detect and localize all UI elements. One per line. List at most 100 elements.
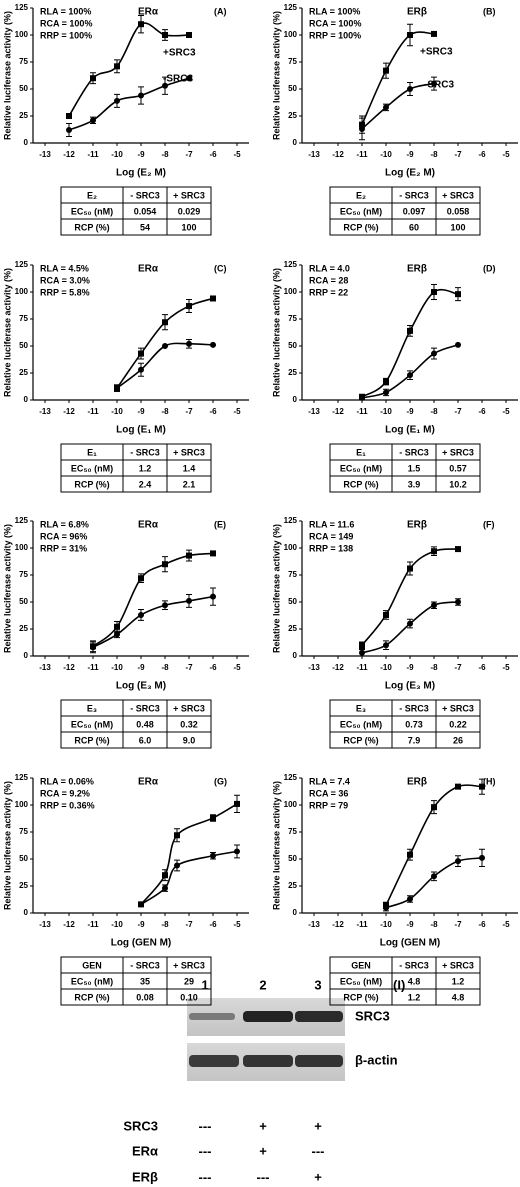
y-tick-label: 50 bbox=[288, 854, 297, 863]
table-cell: EC₅₀ (nM) bbox=[340, 719, 382, 729]
receptor-label: ERα bbox=[138, 7, 159, 18]
y-tick-label: 25 bbox=[19, 111, 28, 120]
table-cell: - SRC3 bbox=[399, 703, 429, 713]
table-cell: 0.097 bbox=[403, 206, 426, 216]
y-tick-label: 0 bbox=[293, 138, 298, 147]
data-point bbox=[455, 858, 461, 865]
stat-text: RCA = 28 bbox=[309, 275, 348, 285]
x-tick-label: -6 bbox=[209, 920, 217, 929]
x-tick-label: -9 bbox=[406, 150, 414, 159]
x-tick-label: -12 bbox=[63, 920, 75, 929]
table-cell: - SRC3 bbox=[399, 190, 429, 200]
table-cell: + SRC3 bbox=[173, 703, 205, 713]
table-cell: EC₅₀ (nM) bbox=[71, 976, 113, 986]
x-tick-label: -12 bbox=[332, 150, 344, 159]
stat-text: RRP = 22 bbox=[309, 287, 348, 297]
y-tick-label: 50 bbox=[19, 854, 28, 863]
x-tick-label: -7 bbox=[454, 663, 462, 672]
y-axis-label: Relative luciferase activity (%) bbox=[2, 11, 12, 140]
table-cell: RCP (%) bbox=[74, 735, 109, 745]
table-cell: - SRC3 bbox=[399, 960, 429, 970]
panel-label: (H) bbox=[483, 776, 496, 786]
stat-text: RLA = 4.5% bbox=[40, 263, 89, 273]
table-cell: 0.48 bbox=[136, 719, 154, 729]
condition-value: --- bbox=[257, 1169, 270, 1184]
stat-text: RCA = 100% bbox=[40, 18, 92, 28]
x-tick-label: -12 bbox=[63, 663, 75, 672]
stat-text: RLA = 6.8% bbox=[40, 519, 89, 529]
condition-value: + bbox=[259, 1118, 267, 1133]
y-tick-label: 100 bbox=[15, 800, 29, 809]
y-tick-label: 50 bbox=[288, 597, 297, 606]
data-point bbox=[383, 611, 389, 618]
table-border bbox=[60, 443, 212, 493]
x-tick-label: -8 bbox=[430, 407, 438, 416]
fit-curve bbox=[140, 850, 238, 906]
x-axis-label: Log (E₃ M) bbox=[385, 681, 435, 692]
data-point bbox=[431, 30, 437, 37]
x-tick-label: -7 bbox=[185, 150, 193, 159]
table-cell: RCP (%) bbox=[74, 992, 109, 1002]
x-axis-label: Log (E₁ M) bbox=[116, 425, 166, 436]
table-cell: 3.9 bbox=[408, 479, 421, 489]
data-point bbox=[186, 340, 192, 347]
data-point bbox=[407, 372, 413, 379]
data-point bbox=[431, 80, 437, 87]
x-tick-label: -6 bbox=[478, 150, 486, 159]
x-tick-label: -9 bbox=[137, 150, 145, 159]
table-cell: 1.4 bbox=[183, 463, 196, 473]
y-tick-label: 125 bbox=[284, 3, 298, 12]
data-point bbox=[455, 341, 461, 348]
stat-text: RCA = 100% bbox=[309, 18, 361, 28]
data-point bbox=[90, 117, 96, 124]
condition-label: ERα bbox=[132, 1143, 158, 1158]
data-point bbox=[162, 561, 168, 568]
data-point bbox=[162, 343, 168, 349]
x-tick-label: -5 bbox=[233, 663, 241, 672]
table-cell: 26 bbox=[453, 735, 463, 745]
stat-text: RCA = 96% bbox=[40, 531, 87, 541]
stat-text: RRP = 100% bbox=[40, 30, 92, 40]
y-tick-label: 125 bbox=[284, 516, 298, 525]
data-point bbox=[210, 593, 216, 600]
x-tick-label: -5 bbox=[502, 407, 510, 416]
table-cell: 35 bbox=[140, 976, 150, 986]
x-tick-label: -7 bbox=[185, 920, 193, 929]
blot-band bbox=[295, 1011, 343, 1022]
y-axis-label: Relative luciferase activity (%) bbox=[2, 268, 12, 397]
series-label: -SRC3 bbox=[424, 80, 454, 91]
x-tick-label: -13 bbox=[308, 407, 320, 416]
x-tick-label: -8 bbox=[161, 920, 169, 929]
stat-text: RLA = 100% bbox=[40, 6, 91, 16]
table-cell: RCP (%) bbox=[343, 992, 378, 1002]
data-point bbox=[186, 597, 192, 604]
table-cell: RCP (%) bbox=[343, 479, 378, 489]
data-point bbox=[162, 82, 168, 89]
data-point bbox=[431, 804, 437, 811]
table-cell: 29 bbox=[184, 976, 194, 986]
y-tick-label: 25 bbox=[19, 368, 28, 377]
table-cell: 2.1 bbox=[183, 479, 196, 489]
receptor-label: ERβ bbox=[407, 264, 427, 275]
x-tick-label: -10 bbox=[380, 407, 392, 416]
y-tick-label: 100 bbox=[284, 287, 298, 296]
stat-text: RRP = 31% bbox=[40, 543, 87, 553]
x-tick-label: -6 bbox=[478, 407, 486, 416]
y-tick-label: 50 bbox=[19, 597, 28, 606]
y-tick-label: 125 bbox=[15, 3, 29, 12]
x-tick-label: -9 bbox=[406, 663, 414, 672]
table-cell: E₁ bbox=[356, 447, 366, 457]
y-tick-label: 25 bbox=[288, 368, 297, 377]
data-point bbox=[114, 385, 120, 392]
data-point bbox=[455, 291, 461, 298]
x-axis-label: Log (E₃ M) bbox=[116, 681, 166, 692]
fit-curve bbox=[116, 342, 214, 389]
x-tick-label: -11 bbox=[356, 150, 368, 159]
y-tick-label: 0 bbox=[293, 395, 298, 404]
x-tick-label: -11 bbox=[87, 150, 99, 159]
x-tick-label: -10 bbox=[380, 920, 392, 929]
panel-label: (C) bbox=[214, 263, 227, 273]
data-point bbox=[210, 814, 216, 821]
data-point bbox=[162, 602, 168, 609]
